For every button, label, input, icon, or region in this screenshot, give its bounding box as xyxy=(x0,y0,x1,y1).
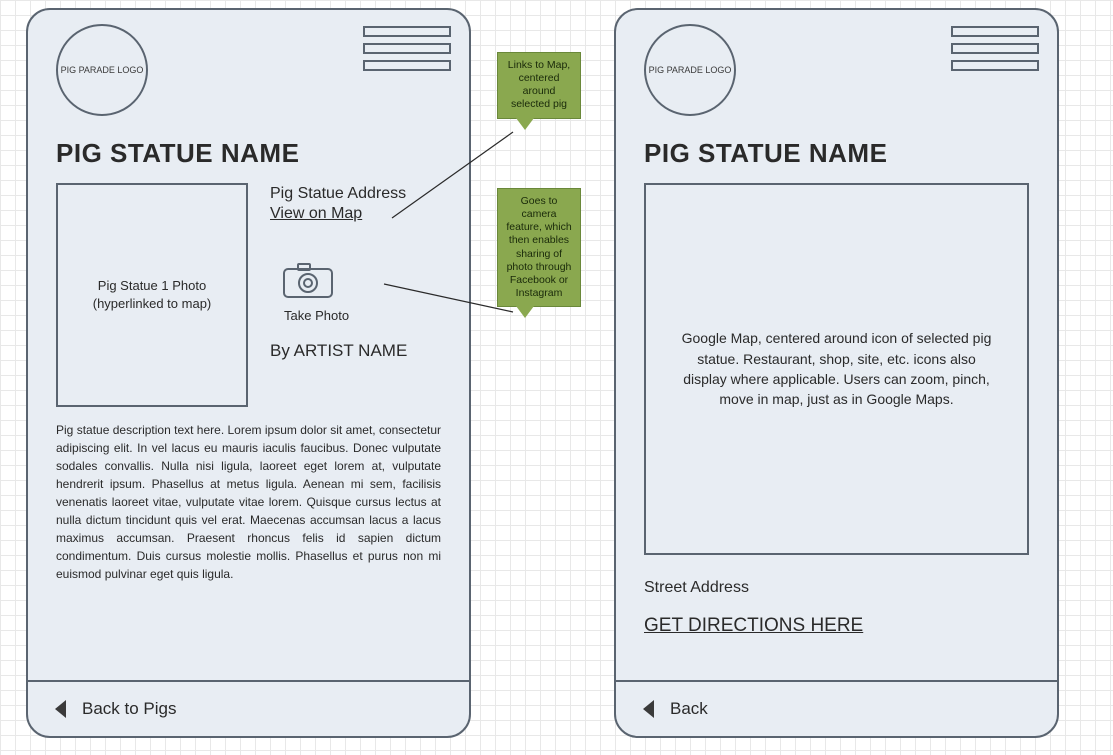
logo-circle: PIG PARADE LOGO xyxy=(56,24,148,116)
header: PIG PARADE LOGO xyxy=(28,10,469,120)
menu-bar xyxy=(951,43,1039,54)
back-label: Back xyxy=(670,699,708,719)
get-directions-link[interactable]: GET DIRECTIONS HERE xyxy=(644,615,1029,637)
back-button[interactable]: Back xyxy=(616,680,1057,736)
photo-caption: Pig Statue 1 Photo (hyperlinked to map) xyxy=(66,277,238,313)
annotation-callout-map: Links to Map, centered around selected p… xyxy=(497,52,581,119)
address-label: Pig Statue Address xyxy=(270,185,441,203)
map-placeholder-text: Google Map, centered around icon of sele… xyxy=(676,328,997,409)
back-arrow-icon xyxy=(640,698,656,720)
take-photo-label: Take Photo xyxy=(282,308,441,323)
content-row: Pig Statue 1 Photo (hyperlinked to map) … xyxy=(56,183,441,407)
wireframe-screen-map: PIG PARADE LOGO PIG STATUE NAME Google M… xyxy=(614,8,1059,738)
annotation-callout-camera: Goes to camera feature, which then enabl… xyxy=(497,188,581,307)
camera-block: Take Photo xyxy=(270,263,441,323)
street-address: Street Address xyxy=(644,579,1029,597)
hamburger-menu-icon[interactable] xyxy=(951,26,1039,71)
callout-text: Goes to camera feature, which then enabl… xyxy=(506,195,571,299)
page-title: PIG STATUE NAME xyxy=(644,138,1029,169)
hamburger-menu-icon[interactable] xyxy=(363,26,451,71)
right-column: Pig Statue Address View on Map Take Phot… xyxy=(270,183,441,407)
callout-tail-icon xyxy=(516,118,534,130)
menu-bar xyxy=(363,60,451,71)
logo-circle: PIG PARADE LOGO xyxy=(644,24,736,116)
callout-text: Links to Map, centered around selected p… xyxy=(508,59,570,110)
back-label: Back to Pigs xyxy=(82,699,177,719)
photo-placeholder[interactable]: Pig Statue 1 Photo (hyperlinked to map) xyxy=(56,183,248,407)
wireframe-screen-detail: PIG PARADE LOGO PIG STATUE NAME Pig Stat… xyxy=(26,8,471,738)
view-on-map-link[interactable]: View on Map xyxy=(270,205,362,223)
camera-icon[interactable] xyxy=(282,263,334,299)
screen-body: PIG STATUE NAME Google Map, centered aro… xyxy=(616,138,1057,637)
menu-bar xyxy=(363,26,451,37)
back-arrow-icon xyxy=(52,698,68,720)
menu-bar xyxy=(951,60,1039,71)
menu-bar xyxy=(363,43,451,54)
callout-tail-icon xyxy=(516,306,534,318)
menu-bar xyxy=(951,26,1039,37)
logo-text: PIG PARADE LOGO xyxy=(61,65,144,76)
logo-text: PIG PARADE LOGO xyxy=(649,65,732,76)
back-button[interactable]: Back to Pigs xyxy=(28,680,469,736)
screen-body: PIG STATUE NAME Pig Statue 1 Photo (hype… xyxy=(28,138,469,583)
artist-name: By ARTIST NAME xyxy=(270,341,441,361)
page-title: PIG STATUE NAME xyxy=(56,138,441,169)
map-placeholder[interactable]: Google Map, centered around icon of sele… xyxy=(644,183,1029,555)
header: PIG PARADE LOGO xyxy=(616,10,1057,120)
description-text: Pig statue description text here. Lorem … xyxy=(56,421,441,583)
